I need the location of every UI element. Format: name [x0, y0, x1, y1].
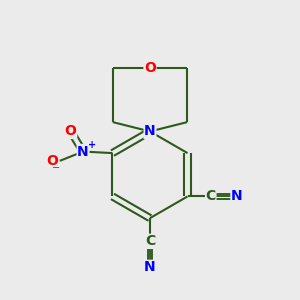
Text: C: C: [206, 189, 216, 203]
Text: −: −: [52, 163, 60, 172]
Text: N: N: [144, 124, 156, 138]
Text: O: O: [65, 124, 76, 138]
Text: N: N: [77, 145, 89, 158]
Text: O: O: [46, 154, 58, 168]
Text: C: C: [145, 234, 155, 248]
Text: +: +: [88, 140, 96, 150]
Text: N: N: [231, 189, 243, 203]
Text: O: O: [144, 61, 156, 75]
Text: N: N: [144, 260, 156, 274]
